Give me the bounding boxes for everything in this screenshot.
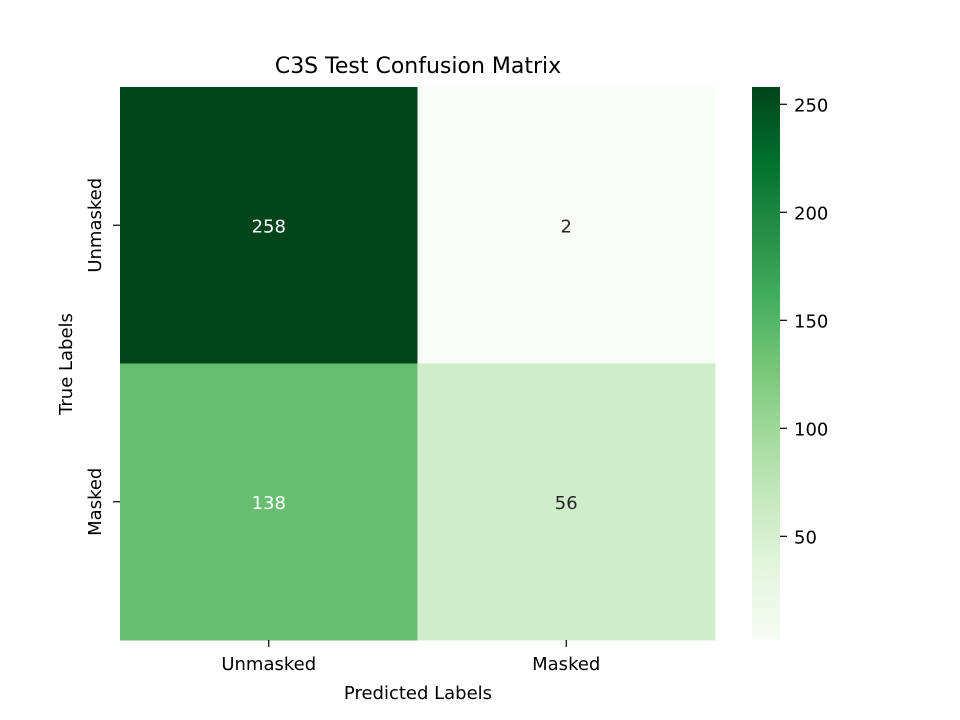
colorbar-tick-label: 150 xyxy=(794,311,828,332)
y-axis: Unmasked Masked xyxy=(85,178,120,536)
y-tick-label: Masked xyxy=(85,468,106,536)
colorbar xyxy=(752,87,780,640)
heatmap-cell-r1-c1 xyxy=(417,363,716,641)
x-tick-label: Masked xyxy=(532,654,600,675)
x-axis-label: Predicted Labels xyxy=(344,683,492,704)
colorbar-ticks: 50 100 150 200 250 xyxy=(780,95,828,548)
heatmap-cell-r1-c0 xyxy=(120,363,418,641)
y-tick-label: Unmasked xyxy=(85,178,106,273)
colorbar-tick-label: 250 xyxy=(794,95,828,116)
cell-value-label: 56 xyxy=(555,493,578,514)
chart-title: C3S Test Confusion Matrix xyxy=(275,54,561,79)
x-axis: Unmasked Masked xyxy=(221,640,600,675)
heatmap-cell-r0-c1 xyxy=(417,87,716,364)
colorbar-tick-label: 50 xyxy=(794,527,817,548)
colorbar-tick-label: 200 xyxy=(794,203,828,224)
x-tick-label: Unmasked xyxy=(221,654,316,675)
cell-value-label: 258 xyxy=(252,216,286,237)
cell-value-label: 138 xyxy=(252,493,286,514)
cell-value-label: 2 xyxy=(561,216,572,237)
heatmap-cells xyxy=(120,87,716,641)
colorbar-tick-label: 100 xyxy=(794,419,828,440)
heatmap-cell-labels: 258 2 138 56 xyxy=(252,216,578,514)
y-axis-label: True Labels xyxy=(56,313,77,416)
heatmap-cell-r0-c0 xyxy=(120,87,418,364)
